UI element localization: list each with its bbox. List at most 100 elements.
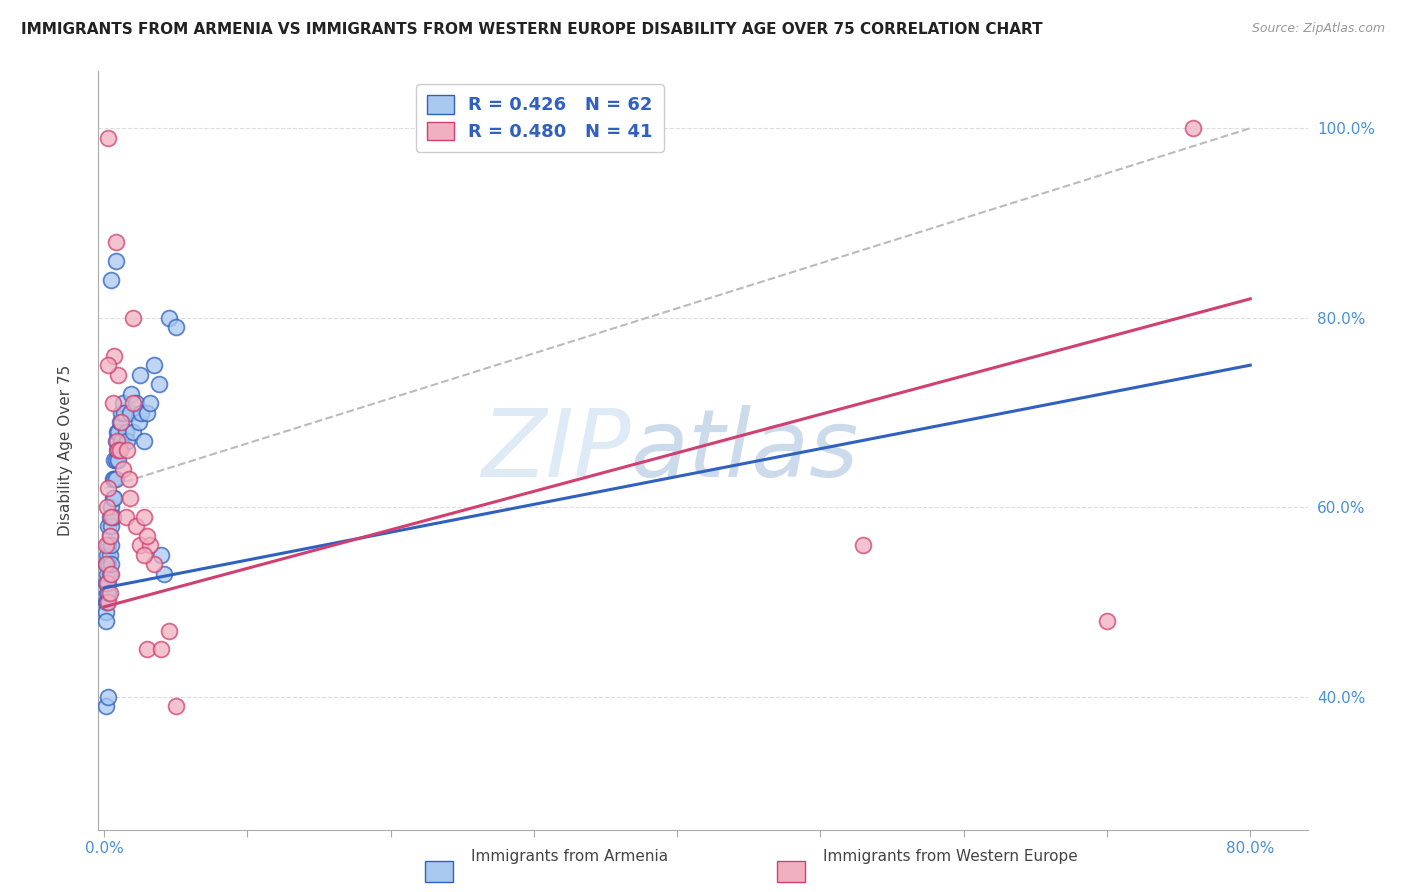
Text: Immigrants from Armenia: Immigrants from Armenia [471, 849, 668, 863]
Point [94, 605, 117, 619]
Point [129, 368, 152, 382]
Point [104, 453, 127, 467]
Point [136, 406, 159, 420]
Point [96, 548, 118, 562]
Point [101, 491, 124, 505]
Point [97, 557, 120, 572]
Point [100, 557, 122, 572]
Point [105, 434, 128, 448]
Point [100, 538, 122, 552]
Point [134, 548, 156, 562]
Point [118, 491, 141, 505]
Point [110, 406, 132, 420]
Point [110, 415, 132, 429]
Point [98, 566, 121, 581]
Point [103, 349, 125, 363]
Point [98, 585, 121, 599]
Point [105, 443, 128, 458]
Point [157, 624, 180, 638]
Point [97, 595, 120, 609]
Point [97, 576, 120, 591]
Point [96, 566, 118, 581]
Point [104, 434, 127, 448]
Point [108, 415, 131, 429]
Point [97, 482, 120, 496]
Point [134, 509, 156, 524]
Point [100, 273, 122, 287]
Point [103, 491, 125, 505]
Point [97, 358, 120, 372]
Point [98, 529, 121, 543]
Point [118, 406, 141, 420]
Point [110, 434, 132, 448]
Point [124, 519, 146, 533]
Point [108, 443, 131, 458]
Point [153, 566, 176, 581]
Point [103, 472, 125, 486]
Point [107, 425, 129, 439]
Text: Source: ZipAtlas.com: Source: ZipAtlas.com [1251, 22, 1385, 36]
Point [157, 310, 180, 325]
Point [104, 472, 127, 486]
Point [131, 406, 153, 420]
Point [150, 642, 173, 657]
Point [117, 472, 139, 486]
Point [1181, 121, 1204, 136]
Point [100, 519, 122, 533]
Point [101, 509, 124, 524]
Point [98, 529, 121, 543]
Point [97, 130, 120, 145]
Point [129, 538, 152, 552]
Point [128, 415, 150, 429]
Point [114, 509, 136, 524]
Point [104, 235, 127, 249]
Point [165, 320, 187, 334]
Point [94, 576, 117, 591]
Point [98, 509, 121, 524]
Text: atlas: atlas [630, 405, 859, 496]
Point [94, 699, 117, 714]
Point [139, 396, 162, 410]
Text: Immigrants from Western Europe: Immigrants from Western Europe [823, 849, 1077, 863]
Point [97, 519, 120, 533]
Point [115, 443, 138, 458]
Point [97, 690, 120, 704]
Point [111, 462, 134, 476]
Point [112, 406, 135, 420]
Point [96, 500, 118, 515]
Point [98, 548, 121, 562]
Point [121, 310, 143, 325]
Point [103, 453, 125, 467]
Point [111, 396, 134, 410]
Point [94, 614, 117, 628]
Point [143, 557, 166, 572]
Point [105, 425, 128, 439]
Point [107, 443, 129, 458]
Y-axis label: Disability Age Over 75: Disability Age Over 75 [58, 365, 73, 536]
Point [148, 377, 170, 392]
Point [97, 585, 120, 599]
Text: ZIP: ZIP [481, 405, 630, 496]
Point [165, 699, 187, 714]
Point [94, 557, 117, 572]
Point [97, 538, 120, 552]
Point [139, 538, 162, 552]
Point [100, 500, 122, 515]
Point [94, 557, 117, 572]
Point [136, 529, 159, 543]
Point [124, 396, 146, 410]
Point [121, 425, 143, 439]
Point [104, 254, 127, 268]
Legend: R = 0.426   N = 62, R = 0.480   N = 41: R = 0.426 N = 62, R = 0.480 N = 41 [416, 84, 664, 152]
Point [96, 585, 118, 599]
Point [94, 595, 117, 609]
Point [120, 386, 142, 401]
Point [852, 538, 875, 552]
Point [136, 642, 159, 657]
Point [150, 548, 173, 562]
Text: IMMIGRANTS FROM ARMENIA VS IMMIGRANTS FROM WESTERN EUROPE DISABILITY AGE OVER 75: IMMIGRANTS FROM ARMENIA VS IMMIGRANTS FR… [21, 22, 1043, 37]
Point [134, 434, 156, 448]
Point [114, 425, 136, 439]
Bar [778, 861, 806, 882]
Point [107, 368, 129, 382]
